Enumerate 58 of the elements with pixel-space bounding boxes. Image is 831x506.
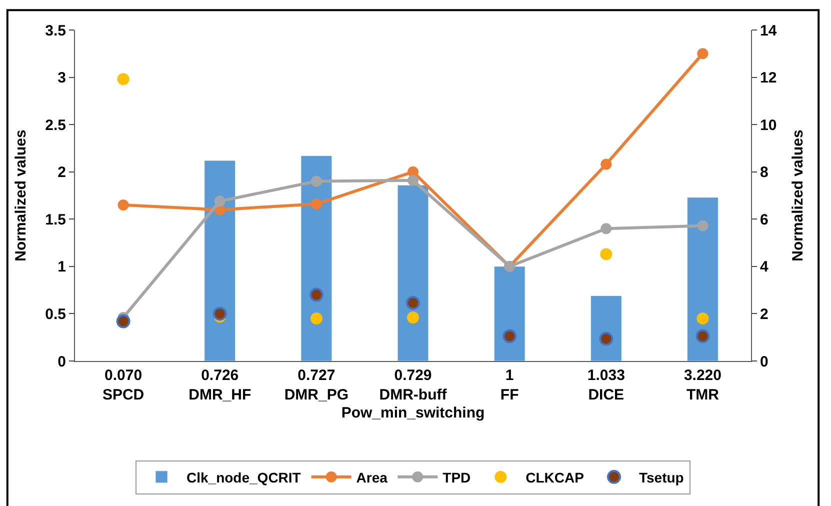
point <box>310 176 322 187</box>
y2-tick-label: 6 <box>760 211 768 228</box>
point <box>696 312 709 324</box>
legend-label: CLKCAP <box>526 469 584 486</box>
bar <box>204 160 236 361</box>
point <box>118 199 129 210</box>
point <box>697 48 708 60</box>
x-tick-label: 0.727 DMR_PG <box>284 367 349 404</box>
y-axis-title: Normalized values <box>12 130 30 262</box>
x-tick-label: 1.033 DICE <box>587 367 625 404</box>
y2-tick-label: 8 <box>760 164 768 182</box>
point <box>600 223 612 234</box>
y-tick-label: 2.5 <box>45 116 66 134</box>
bar <box>590 296 622 361</box>
point <box>407 312 419 324</box>
point <box>406 296 420 310</box>
point <box>116 314 130 328</box>
point <box>408 174 418 186</box>
x-tick-label: 0.729 DMR-buff <box>379 367 448 404</box>
legend-label: TPD <box>442 469 471 486</box>
y-tick-label: 2 <box>58 164 66 182</box>
bar <box>687 197 718 361</box>
point <box>212 306 227 321</box>
y-tick-label: 3.5 <box>45 22 66 40</box>
point <box>697 220 708 232</box>
bar <box>397 184 429 361</box>
x-tick-label: 1 FF <box>500 367 519 404</box>
point <box>600 158 612 170</box>
point <box>310 198 322 210</box>
bar <box>300 156 332 361</box>
point <box>117 73 130 86</box>
point <box>309 288 324 302</box>
y2-tick-label: 14 <box>760 22 778 40</box>
y2-tick-label: 4 <box>760 258 769 276</box>
point <box>310 312 322 324</box>
y-tick-label: 0.5 <box>45 306 66 323</box>
x-tick-label: 3.220 TMR <box>684 367 722 404</box>
y-tick-label: 3 <box>58 70 66 87</box>
y2-tick-label: 12 <box>760 70 777 87</box>
legend-label: Clk_node_QCRIT <box>186 469 302 486</box>
bar <box>494 266 526 361</box>
point <box>696 329 710 344</box>
y-tick-label: 1 <box>58 258 66 276</box>
y2-tick-label: 0 <box>760 353 768 370</box>
legend-label: Area <box>356 469 388 486</box>
point <box>502 329 517 344</box>
y-tick-label: 1.5 <box>45 211 66 228</box>
point <box>600 248 612 260</box>
y2-axis-title: Normalized values <box>789 130 806 262</box>
point <box>214 196 226 207</box>
x-axis-title: Pow_min_switching <box>341 404 485 422</box>
y2-tick-label: 2 <box>760 306 768 323</box>
x-tick-label: 0.726 DMR_HF <box>188 367 252 404</box>
y2-tick-label: 10 <box>760 116 777 134</box>
point <box>599 332 614 346</box>
legend-label: Tsetup <box>638 469 684 486</box>
y-tick-label: 0 <box>58 353 66 370</box>
x-tick-label: 0.070 SPCD <box>102 367 144 404</box>
